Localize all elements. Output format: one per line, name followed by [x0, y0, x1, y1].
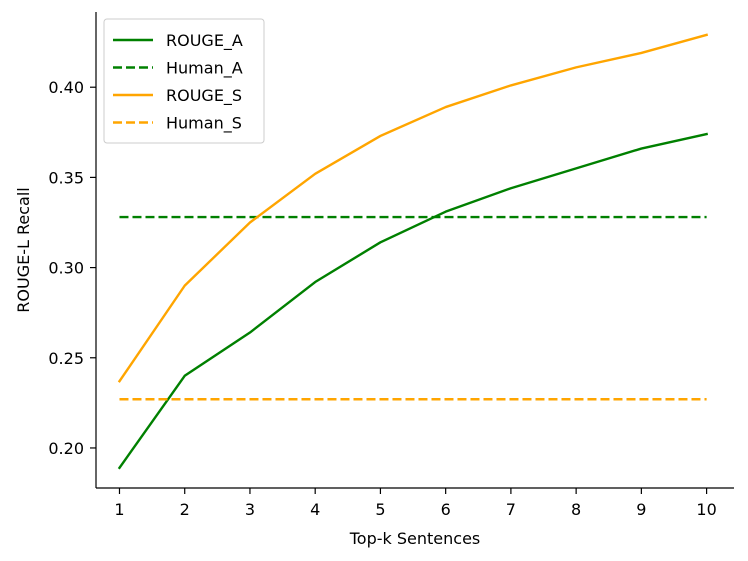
y-ticks: 0.20 0.25 0.30 0.35 0.40 — [48, 78, 96, 458]
legend-label: Human_S — [166, 114, 242, 134]
x-tick-label: 5 — [375, 500, 385, 519]
y-tick-label: 0.25 — [48, 349, 84, 368]
x-tick-label: 4 — [310, 500, 320, 519]
series-line-rouge-a — [117, 132, 709, 470]
legend-entries: ROUGE_A Human_A ROUGE_S Human_S — [113, 31, 243, 134]
legend-label: ROUGE_A — [166, 31, 243, 51]
y-tick-label: 0.20 — [48, 439, 84, 458]
x-tick-label: 2 — [180, 500, 190, 519]
legend: ROUGE_A Human_A ROUGE_S Human_S — [103, 18, 265, 144]
x-tick-label: 1 — [114, 500, 124, 519]
legend-frame — [103, 18, 265, 144]
x-tick-label: 3 — [245, 500, 255, 519]
x-axis-title: Top-k Sentences — [349, 529, 481, 548]
y-tick-label: 0.30 — [48, 259, 84, 278]
y-axis-title: ROUGE-L Recall — [14, 187, 33, 312]
legend-label: Human_A — [166, 59, 243, 79]
y-tick-label: 0.35 — [48, 168, 84, 187]
x-tick-label: 8 — [571, 500, 581, 519]
x-tick-label: 7 — [506, 500, 516, 519]
x-tick-label: 10 — [696, 500, 716, 519]
x-ticks: 1 2 3 4 5 6 7 8 9 10 — [114, 488, 717, 519]
x-tick-label: 9 — [636, 500, 646, 519]
x-tick-label: 6 — [441, 500, 451, 519]
legend-label: ROUGE_S — [166, 86, 242, 106]
y-tick-label: 0.40 — [48, 78, 84, 97]
series-layer — [117, 33, 709, 470]
series-line-rouge-s — [117, 33, 709, 383]
